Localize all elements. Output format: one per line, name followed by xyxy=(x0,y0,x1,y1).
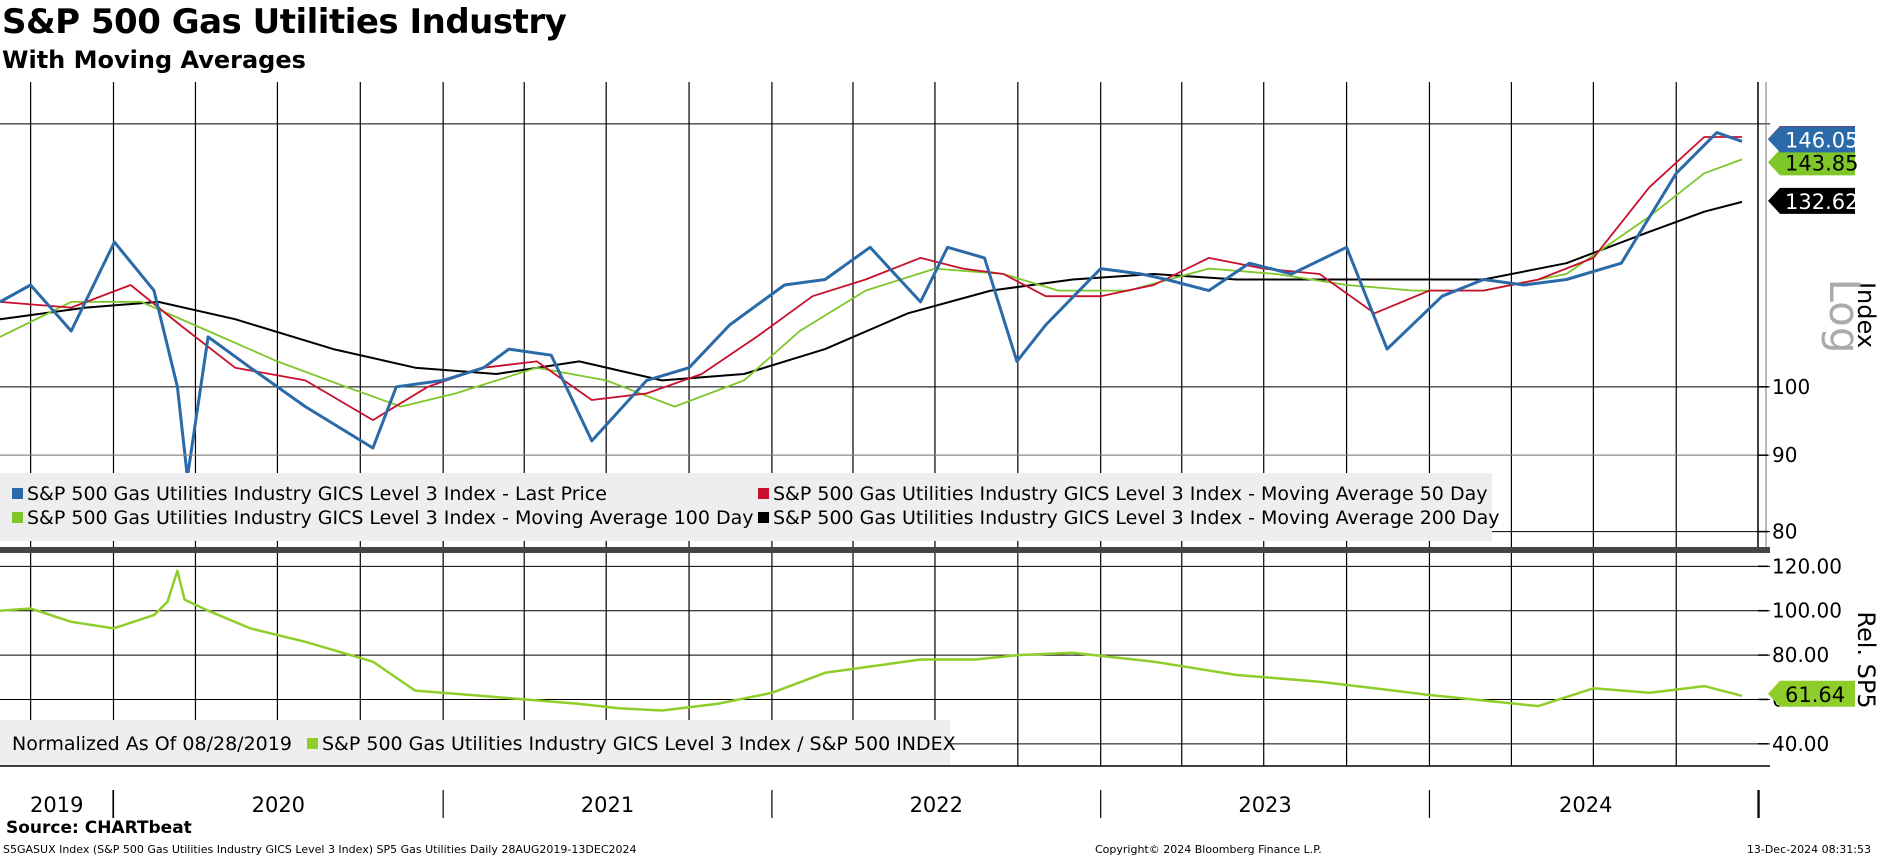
footer-copyright: Copyright© 2024 Bloomberg Finance L.P. xyxy=(1095,843,1322,856)
lower-y-axis-label: Rel. SP5 xyxy=(1852,611,1877,708)
y-tick-label: 90 xyxy=(1772,443,1797,467)
footer-timestamp: 13-Dec-2024 08:31:53 xyxy=(1746,843,1871,856)
badge-relative: 61.64 xyxy=(1768,680,1855,707)
legend-swatch xyxy=(307,738,318,749)
upper-y-axis-label: Index xyxy=(1852,282,1877,348)
legend-item: S&P 500 Gas Utilities Industry GICS Leve… xyxy=(307,733,956,755)
x-tick-label: 2023 xyxy=(1238,793,1291,817)
y-tick-label: 100.00 xyxy=(1772,599,1842,623)
series-ma100 xyxy=(0,158,1743,408)
lower-legend: Normalized As Of 08/28/2019 S&P 500 Gas U… xyxy=(12,733,956,755)
legend-label: S&P 500 Gas Utilities Industry GICS Leve… xyxy=(322,733,956,755)
normalized-label: Normalized As Of 08/28/2019 xyxy=(12,733,292,755)
x-tick-label: 2022 xyxy=(910,793,963,817)
badge-value: 143.85 xyxy=(1785,151,1858,175)
lower-series-lines xyxy=(0,569,1743,712)
legend-item: S&P 500 Gas Utilities Industry GICS Leve… xyxy=(758,507,1500,529)
upper-y-ticks: 80 90 100 xyxy=(1758,375,1810,544)
legend-label: S&P 500 Gas Utilities Industry GICS Leve… xyxy=(773,483,1487,505)
upper-legend: S&P 500 Gas Utilities Industry GICS Leve… xyxy=(12,483,1500,529)
badge-value: 132.62 xyxy=(1785,190,1858,214)
x-tick-label: 2021 xyxy=(581,793,634,817)
series-ma200 xyxy=(0,200,1743,382)
chart-title: S&P 500 Gas Utilities Industry xyxy=(2,2,567,42)
legend-item: S&P 500 Gas Utilities Industry GICS Leve… xyxy=(12,483,607,505)
y-tick-label: 100 xyxy=(1772,375,1810,399)
series-ma50 xyxy=(0,136,1742,421)
legend-label: S&P 500 Gas Utilities Industry GICS Leve… xyxy=(27,507,754,529)
badge-value: 61.64 xyxy=(1785,683,1845,707)
legend-item: S&P 500 Gas Utilities Industry GICS Leve… xyxy=(12,507,754,529)
series-relative-sp5 xyxy=(0,569,1743,712)
y-tick-label: 40.00 xyxy=(1772,732,1829,756)
legend-label: S&P 500 Gas Utilities Industry GICS Leve… xyxy=(773,507,1500,529)
legend-swatch xyxy=(12,512,23,523)
y-tick-label: 80 xyxy=(1772,520,1797,544)
footer-ticker-description: S5GASUX Index (S&P 500 Gas Utilities Ind… xyxy=(3,843,637,856)
lower-last-value-badge: 61.64 xyxy=(1768,680,1855,707)
panel-divider xyxy=(0,547,1770,553)
legend-item: S&P 500 Gas Utilities Industry GICS Leve… xyxy=(758,483,1487,505)
legend-swatch xyxy=(12,488,23,499)
x-tick-label: 2024 xyxy=(1559,793,1612,817)
x-tick-label: 2020 xyxy=(252,793,305,817)
upper-series-lines xyxy=(0,131,1743,479)
x-axis: 2019 2020 2021 2022 2023 2024 xyxy=(30,790,1760,818)
source-label: Source: CHARTbeat xyxy=(6,818,192,838)
legend-swatch xyxy=(758,512,769,523)
badge-last-price: 146.05 xyxy=(1768,126,1858,153)
upper-legend-box xyxy=(0,473,1492,541)
log-scale-label: Log xyxy=(1820,278,1869,353)
legend-swatch xyxy=(758,488,769,499)
series-last-price xyxy=(0,131,1743,479)
y-tick-label: 80.00 xyxy=(1772,643,1829,667)
lower-legend-box xyxy=(0,720,950,766)
badge-ma200: 132.62 xyxy=(1768,187,1858,214)
legend-label: S&P 500 Gas Utilities Industry GICS Leve… xyxy=(27,483,607,505)
badge-ma100: 143.85 xyxy=(1768,149,1858,176)
badge-value: 146.05 xyxy=(1785,128,1858,152)
x-tick-label: 2019 xyxy=(30,793,83,817)
chart-subtitle: With Moving Averages xyxy=(2,46,306,74)
y-tick-label: 120.00 xyxy=(1772,554,1842,578)
